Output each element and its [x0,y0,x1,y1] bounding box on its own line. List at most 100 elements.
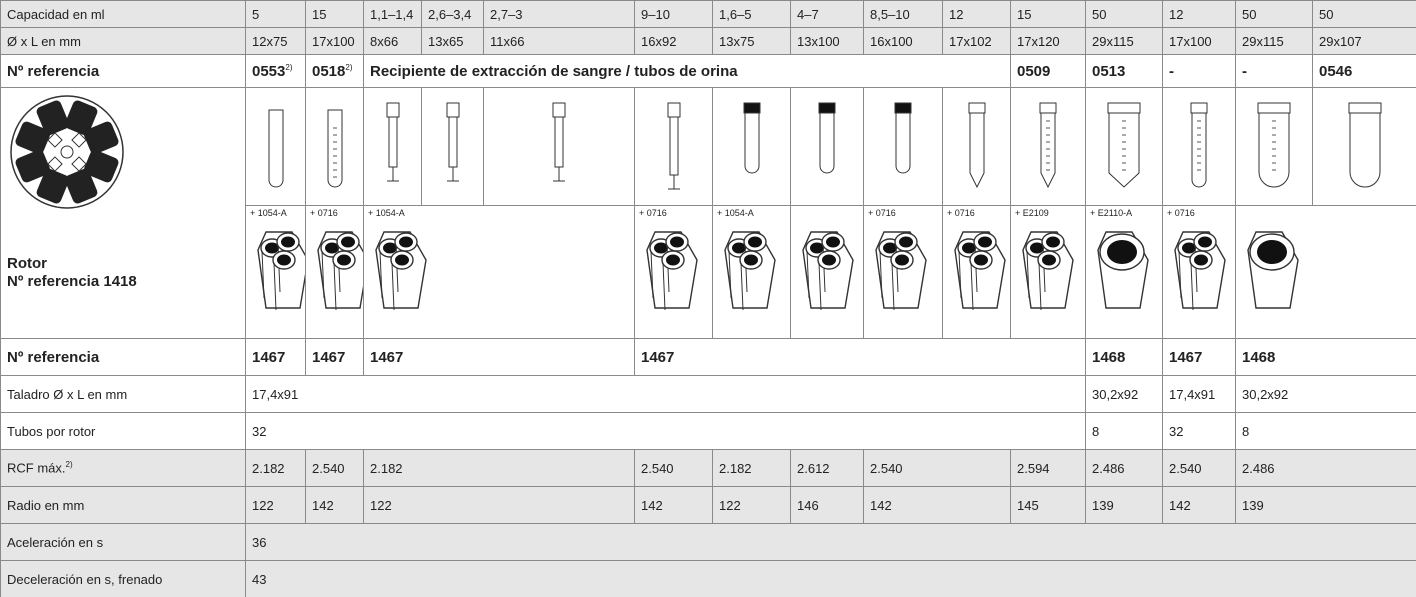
cell: 11x66 [483,27,635,55]
tube-cap [1039,102,1057,114]
bucket-tube [1190,262,1194,311]
table-row: Tubos por rotor 32 8 32 8 [0,412,1416,450]
cell: 17x102 [942,27,1011,55]
bucket-hole [962,242,976,254]
bucket-image [954,231,1006,311]
tube-image [446,102,459,182]
bucket-hole [1198,236,1212,248]
cell: 0546 [1312,54,1416,88]
tube-image [818,102,836,174]
row-label: Nº referencia [0,54,246,88]
cell: 0513 [1085,54,1163,88]
bucket-cell: + E2110-A [1085,205,1163,339]
tube-body [1349,102,1380,188]
table-row: Nº referencia 1467 1467 1467 1467 1468 1467 146… [0,338,1416,376]
tube-cap [743,102,760,114]
tube-body [744,102,759,174]
rotor-diamond [47,156,63,172]
bucket-cell [1235,205,1416,339]
tube-cell [1235,87,1313,206]
bucket-hole [810,242,824,254]
bucket-hole [732,242,746,254]
tube-image [894,102,912,174]
cell: 1467 [634,338,1086,376]
tube-cap [1348,102,1381,114]
footnote: 2) [345,62,353,72]
cell: 139 [1235,486,1416,524]
bucket-image [875,231,927,311]
bucket-hole [1030,242,1044,254]
bucket-image [257,231,305,311]
bucket-cell: + 1054-A [245,205,306,339]
bucket-cell: + E2109 [1010,205,1086,339]
bucket-cell: + 0716 [305,205,364,339]
row-label: Tubos por rotor [0,412,246,450]
cell: 15 [305,0,364,28]
table-row: Deceleración en s, frenado 43 [0,560,1416,597]
tube-cell [1010,87,1086,206]
cell: 13x100 [790,27,864,55]
cell: 29x115 [1085,27,1163,55]
bucket-image [375,231,427,311]
bucket-hole [1257,240,1287,264]
tube-cap [1190,102,1208,114]
cell: 142 [1162,486,1236,524]
tube-cap [968,102,985,114]
tube-cell [421,87,484,206]
tube-image [743,102,760,174]
cell: 2.486 [1085,449,1163,487]
bucket-hole [399,236,413,248]
tube-body [669,116,678,176]
cell: 2.182 [245,449,306,487]
table-row: RCF máx.2) 2.182 2.540 2.182 2.540 2.182 2.612… [0,449,1416,487]
row-label: Capacidad en ml [0,0,246,28]
cell: 2.540 [1162,449,1236,487]
bucket-hole [748,236,762,248]
bucket-tube [1178,250,1182,299]
tube-cell [1312,87,1416,206]
cell: 2.594 [1010,449,1086,487]
bucket-cell: + 0716 [942,205,1011,339]
bucket-tube [273,262,277,311]
bucket-cell: + 0716 [634,205,713,339]
bucket-image [1174,231,1226,311]
cell-text: RCF máx. [7,460,66,476]
cell: 5 [245,0,306,28]
adapter-label [793,208,861,220]
adapter-label: + 0716 [639,208,667,218]
row-label: Taladro Ø x L en mm [0,375,246,413]
cell: 05182) [305,54,364,88]
bucket-hole [383,242,397,254]
cell: 50 [1235,0,1313,28]
tube-image [1348,102,1381,188]
rotor-label: Rotor Nº referencia 1418 [7,255,239,291]
cell: 16x92 [634,27,713,55]
cell: 2.540 [634,449,713,487]
bucket-image [646,231,698,311]
rotor-slot [15,149,51,183]
cell: 142 [305,486,364,524]
tube-body [554,116,564,168]
adapter-label: + 1054-A [368,208,405,218]
cell: - [1162,54,1236,88]
cell: 13x65 [421,27,484,55]
cell: 2.540 [863,449,1011,487]
table-row: + 1054-A + 0716 + 1054-A + 0716 + 1054-A + 07… [1,205,1416,339]
cell: 1467 [245,338,306,376]
cell: 32 [245,412,1086,450]
cell: 36 [245,523,1416,561]
cell: 17x100 [305,27,364,55]
bucket-hole [1107,240,1137,264]
rotor-hub [60,145,74,159]
bucket-image [724,231,776,311]
tube-body [895,102,911,174]
tube-image [327,109,342,188]
cell: 12 [942,0,1011,28]
bucket-hole [822,254,836,266]
cell: 32 [1162,412,1236,450]
rotor-slot [64,100,98,136]
adapter-label: + 0716 [1167,208,1195,218]
rotor-diamond [71,156,87,172]
